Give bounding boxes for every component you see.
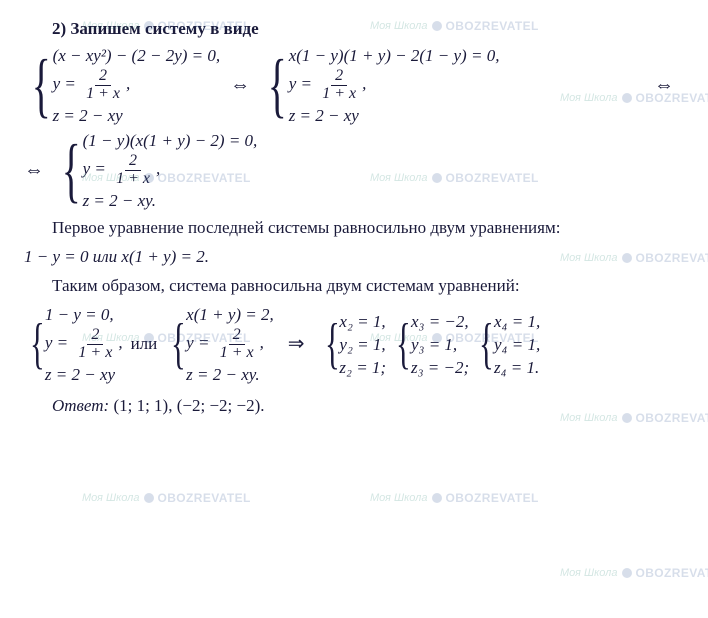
sysB-l2: y = 21 + x, [186,327,274,362]
paragraph-2: Таким образом, система равносильна двум … [24,275,684,298]
equation-row-1: { (x − xy²) − (2 − 2y) = 0, y = 21 + x, … [24,45,684,126]
sys3-line3: z = 2 − xy. [83,190,258,211]
answer-value: (1; 1; 1), (−2; −2; −2). [109,396,264,415]
answer-label: Ответ: [52,396,109,415]
sol3-y: y₃ = 1, [411,334,469,355]
implies-arrow: ⇒ [288,331,305,358]
sys1-line3: z = 2 − xy [53,105,221,126]
or-text: или [131,333,158,356]
iff-arrow: ⇔ [230,72,250,99]
answer-line: Ответ: (1; 1; 1), (−2; −2; −2). [24,395,684,418]
equation-line: 1 − y = 0 или x(1 + y) = 2. [24,246,684,269]
sol4-y: y₄ = 1, [494,334,540,355]
sol4-x: x₄ = 1, [494,311,540,332]
sys3-line2: y = 21 + x, [83,153,258,188]
sol2-y: y₂ = 1, [339,334,386,355]
sol2-x: x₂ = 1, [339,311,386,332]
sys2-line3: z = 2 − xy [289,105,500,126]
iff-arrow: ⇔ [654,72,674,99]
sysA-l1: 1 − y = 0, [45,304,123,325]
paragraph-1: Первое уравнение последней системы равно… [24,217,684,240]
sol4-z: z₄ = 1. [494,357,540,378]
sysB-l1: x(1 + y) = 2, [186,304,274,325]
heading: 2) Запишем систему в виде [24,18,684,41]
solutions-row: { 1 − y = 0, y = 21 + x, z = 2 − xy или … [24,304,684,385]
sol2-z: z₂ = 1; [339,357,386,378]
sys1-line2: y = 21 + x, [53,68,221,103]
sys1-line1: (x − xy²) − (2 − 2y) = 0, [53,45,221,66]
sysA-l2: y = 21 + x, [45,327,123,362]
sol3-x: x₃ = −2, [411,311,469,332]
sys3-line1: (1 − y)(x(1 + y) − 2) = 0, [83,130,258,151]
sys2-line1: x(1 − y)(1 + y) − 2(1 − y) = 0, [289,45,500,66]
sysA-l3: z = 2 − xy [45,364,123,385]
iff-arrow: ⇔ [24,157,44,184]
sysB-l3: z = 2 − xy. [186,364,274,385]
sys2-line2: y = 21 + x, [289,68,500,103]
sol3-z: z₃ = −2; [411,357,469,378]
equation-row-2: ⇔ { (1 − y)(x(1 + y) − 2) = 0, y = 21 + … [24,130,684,211]
